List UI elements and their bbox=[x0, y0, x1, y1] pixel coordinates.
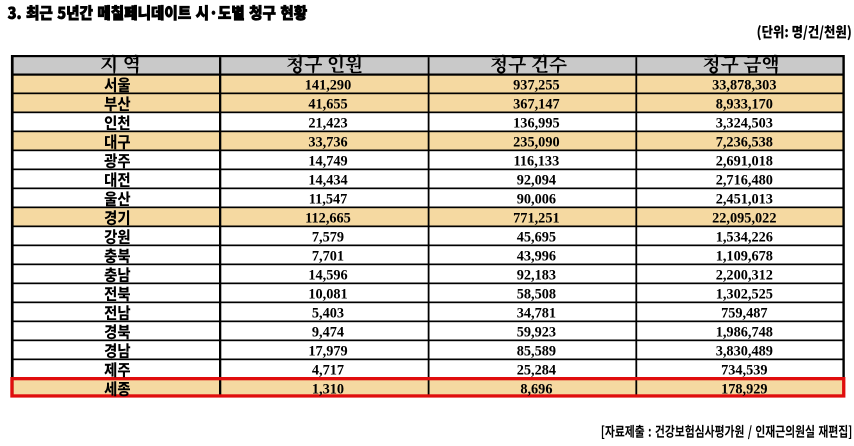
svg-text:41,655: 41,655 bbox=[308, 96, 347, 112]
svg-text:17,979: 17,979 bbox=[308, 343, 347, 359]
svg-text:1,302,525: 1,302,525 bbox=[716, 286, 773, 302]
svg-text:141,290: 141,290 bbox=[305, 77, 351, 93]
svg-text:92,094: 92,094 bbox=[517, 172, 556, 188]
svg-text:7,701: 7,701 bbox=[312, 248, 344, 264]
svg-text:10,081: 10,081 bbox=[308, 286, 347, 302]
svg-text:2,451,013: 2,451,013 bbox=[716, 191, 773, 207]
svg-text:367,147: 367,147 bbox=[513, 96, 559, 112]
svg-text:21,423: 21,423 bbox=[308, 115, 347, 131]
svg-text:8,933,170: 8,933,170 bbox=[716, 96, 773, 112]
svg-text:2,716,480: 2,716,480 bbox=[716, 172, 773, 188]
svg-text:14,434: 14,434 bbox=[308, 172, 347, 188]
svg-text:771,251: 771,251 bbox=[513, 210, 559, 226]
svg-text:7,236,538: 7,236,538 bbox=[716, 134, 773, 150]
svg-text:43,996: 43,996 bbox=[517, 248, 556, 264]
svg-text:4,717: 4,717 bbox=[312, 362, 344, 378]
svg-text:112,665: 112,665 bbox=[305, 210, 351, 226]
svg-text:235,090: 235,090 bbox=[513, 134, 559, 150]
svg-text:1,109,678: 1,109,678 bbox=[716, 248, 773, 264]
svg-text:92,183: 92,183 bbox=[517, 267, 556, 283]
svg-text:1,986,748: 1,986,748 bbox=[716, 324, 773, 340]
svg-text:1,310: 1,310 bbox=[312, 381, 344, 397]
svg-text:759,487: 759,487 bbox=[721, 305, 767, 321]
svg-text:11,547: 11,547 bbox=[309, 191, 348, 207]
svg-text:90,006: 90,006 bbox=[517, 191, 556, 207]
svg-text:25,284: 25,284 bbox=[517, 362, 556, 378]
svg-text:116,133: 116,133 bbox=[514, 153, 560, 169]
svg-text:3,830,489: 3,830,489 bbox=[716, 343, 773, 359]
svg-text:33,736: 33,736 bbox=[308, 134, 347, 150]
svg-text:1,534,226: 1,534,226 bbox=[716, 229, 773, 245]
svg-text:14,749: 14,749 bbox=[308, 153, 347, 169]
svg-text:33,878,303: 33,878,303 bbox=[712, 77, 776, 93]
svg-text:3,324,503: 3,324,503 bbox=[716, 115, 773, 131]
svg-text:22,095,022: 22,095,022 bbox=[712, 210, 776, 226]
svg-text:5,403: 5,403 bbox=[312, 305, 344, 321]
svg-text:2,200,312: 2,200,312 bbox=[716, 267, 773, 283]
svg-text:85,589: 85,589 bbox=[517, 343, 556, 359]
svg-text:8,696: 8,696 bbox=[520, 381, 552, 397]
svg-text:45,695: 45,695 bbox=[517, 229, 556, 245]
svg-text:59,923: 59,923 bbox=[517, 324, 556, 340]
svg-text:2,691,018: 2,691,018 bbox=[716, 153, 773, 169]
svg-text:58,508: 58,508 bbox=[517, 286, 556, 302]
svg-text:937,255: 937,255 bbox=[513, 77, 559, 93]
svg-text:136,995: 136,995 bbox=[513, 115, 559, 131]
svg-text:734,539: 734,539 bbox=[721, 362, 767, 378]
svg-text:34,781: 34,781 bbox=[517, 305, 556, 321]
svg-text:178,929: 178,929 bbox=[721, 381, 767, 397]
svg-text:14,596: 14,596 bbox=[308, 267, 347, 283]
svg-text:7,579: 7,579 bbox=[312, 229, 344, 245]
svg-text:9,474: 9,474 bbox=[312, 324, 344, 340]
